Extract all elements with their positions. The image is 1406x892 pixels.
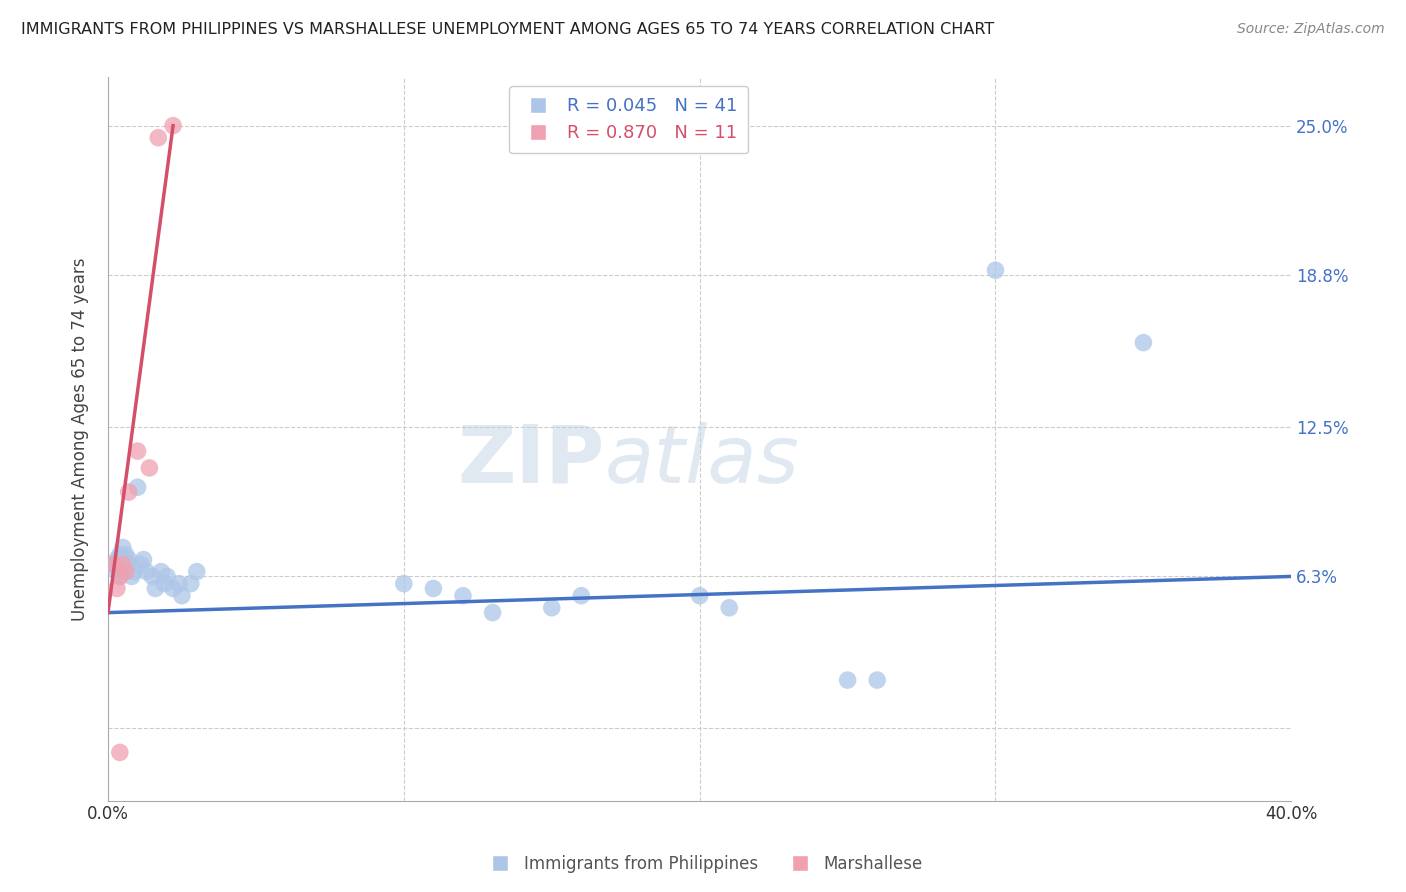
Point	[121, 569, 143, 583]
Point	[105, 552, 128, 566]
Point	[866, 673, 889, 687]
Point	[105, 582, 128, 596]
Point	[984, 263, 1007, 277]
Text: atlas: atlas	[605, 422, 800, 500]
Point	[148, 130, 170, 145]
Point	[392, 576, 415, 591]
Point	[129, 558, 152, 572]
Y-axis label: Unemployment Among Ages 65 to 74 years: Unemployment Among Ages 65 to 74 years	[72, 257, 89, 621]
Point	[170, 589, 193, 603]
Point	[132, 552, 155, 566]
Point	[124, 565, 146, 579]
Text: ZIP: ZIP	[458, 422, 605, 500]
Text: IMMIGRANTS FROM PHILIPPINES VS MARSHALLESE UNEMPLOYMENT AMONG AGES 65 TO 74 YEAR: IMMIGRANTS FROM PHILIPPINES VS MARSHALLE…	[21, 22, 994, 37]
Point	[569, 589, 592, 603]
Point	[111, 558, 134, 572]
Point	[108, 746, 131, 760]
Point	[111, 541, 134, 555]
Point	[108, 569, 131, 583]
Point	[141, 569, 163, 583]
Point	[135, 565, 157, 579]
Point	[143, 582, 166, 596]
Point	[150, 565, 173, 579]
Point	[718, 600, 741, 615]
Point	[138, 461, 160, 475]
Point	[162, 119, 184, 133]
Point	[186, 565, 208, 579]
Text: Source: ZipAtlas.com: Source: ZipAtlas.com	[1237, 22, 1385, 37]
Point	[481, 606, 503, 620]
Point	[167, 576, 190, 591]
Point	[156, 569, 179, 583]
Point	[837, 673, 859, 687]
Point	[103, 558, 125, 572]
Legend: Immigrants from Philippines, Marshallese: Immigrants from Philippines, Marshallese	[477, 848, 929, 880]
Point	[689, 589, 711, 603]
Point	[118, 485, 141, 500]
Point	[108, 569, 131, 583]
Point	[162, 582, 184, 596]
Point	[118, 552, 141, 566]
Point	[540, 600, 562, 615]
Point	[114, 565, 136, 579]
Point	[111, 552, 134, 566]
Point	[153, 576, 176, 591]
Point	[105, 565, 128, 579]
Point	[127, 480, 149, 494]
Point	[103, 558, 125, 572]
Point	[108, 558, 131, 572]
Legend: R = 0.045   N = 41, R = 0.870   N = 11: R = 0.045 N = 41, R = 0.870 N = 11	[509, 87, 748, 153]
Point	[111, 565, 134, 579]
Point	[127, 444, 149, 458]
Point	[451, 589, 474, 603]
Point	[422, 582, 444, 596]
Point	[180, 576, 202, 591]
Point	[114, 548, 136, 562]
Point	[108, 548, 131, 562]
Point	[1132, 335, 1154, 350]
Point	[118, 558, 141, 572]
Point	[114, 565, 136, 579]
